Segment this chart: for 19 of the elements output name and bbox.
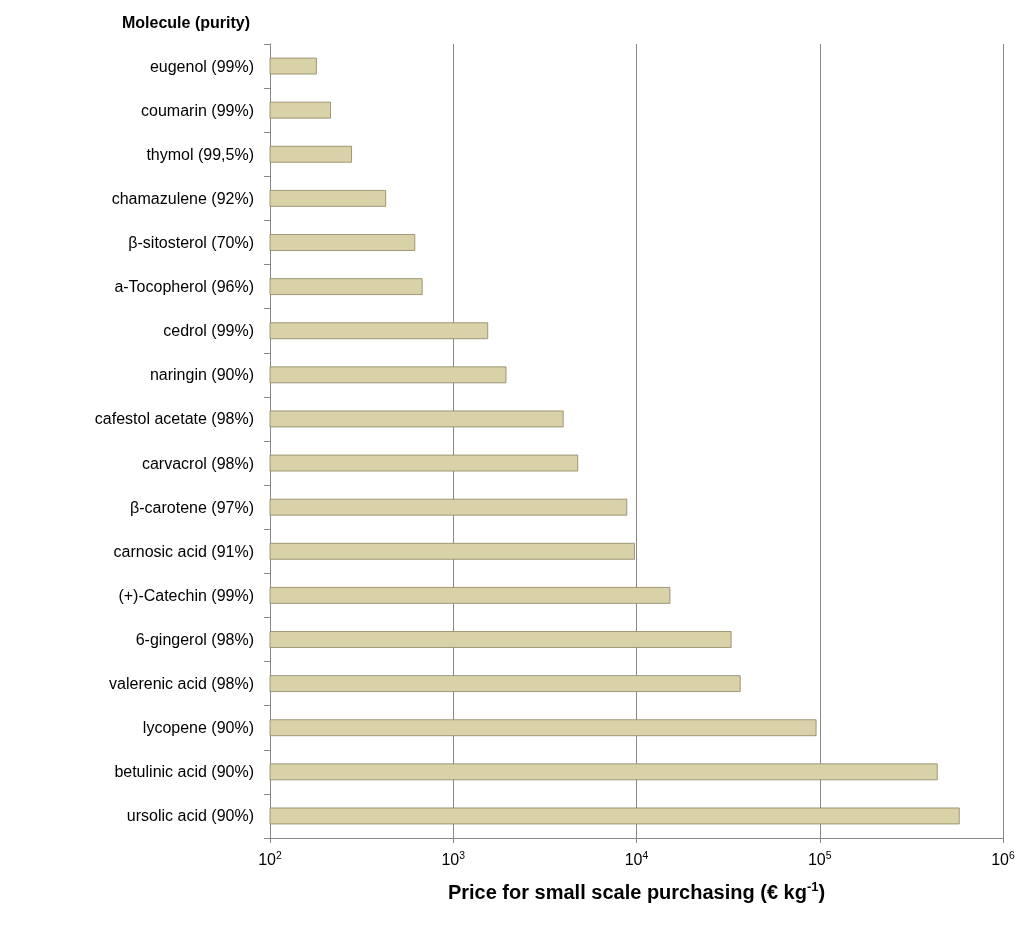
y-tick-label: chamazulene (92%) (111, 189, 254, 207)
y-tick-label: 6-gingerol (98%) (135, 631, 254, 648)
y-tick-label: coumarin (99%) (141, 101, 254, 119)
y-tick-label: thymol (99,5%) (146, 145, 254, 163)
y-tick-label: naringin (90%) (149, 366, 254, 384)
y-tick-label: lycopene (90%) (142, 719, 254, 737)
y-tick-label: (+)-Catechin (99%) (118, 586, 254, 604)
y-tick-label: eugenol (99%) (149, 57, 254, 75)
y-axis-title: Molecule (purity) (121, 13, 250, 31)
y-tick-label: carvacrol (98%) (141, 454, 254, 472)
y-tick-label: β-carotene (97%) (130, 498, 254, 516)
y-tick-label: β-sitosterol (70%) (128, 234, 254, 251)
y-tick-label: cedrol (99%) (163, 322, 254, 340)
y-tick-label: betulinic acid (90%) (114, 763, 254, 781)
y-tick-label: ursolic acid (90%) (126, 807, 254, 825)
y-tick-label: valerenic acid (98%) (109, 675, 254, 693)
y-tick-label: carnosic acid (91%) (113, 542, 254, 560)
y-tick-label: cafestol acetate (98%) (94, 410, 254, 428)
y-tick-label: a-Tocopherol (96%) (114, 278, 254, 296)
